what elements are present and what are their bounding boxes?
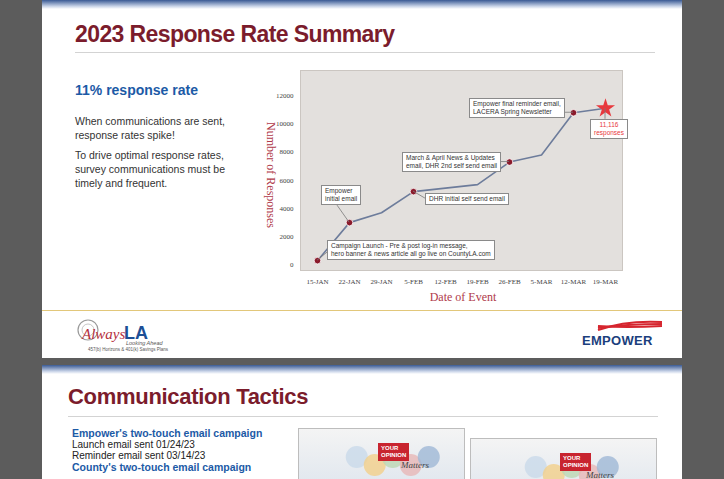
html-text:LACERA Spring Newsletter: LACERA Spring Newsletter <box>473 108 552 116</box>
svg-text:12-FEB: 12-FEB <box>434 278 457 286</box>
svg-text:5-FEB: 5-FEB <box>404 278 423 286</box>
html-text:Campaign Launch - Pre & post l: Campaign Launch - Pre & post log-in mess… <box>331 242 468 250</box>
svg-text:2000: 2000 <box>280 233 295 241</box>
svg-text:12-MAR: 12-MAR <box>561 278 587 286</box>
svg-text:15-JAN: 15-JAN <box>306 278 328 286</box>
html-text:Number of Responses: Number of Responses <box>263 122 278 228</box>
html-text:Date of Event: Date of Event <box>429 290 497 304</box>
html-text:11% response rate: 11% response rate <box>75 82 198 98</box>
svg-text:29-JAN: 29-JAN <box>370 278 392 286</box>
html-text:YOUR: YOUR <box>381 445 399 451</box>
html-text:DHR initial self send email: DHR initial self send email <box>429 195 505 203</box>
html-text:Empower final reminder email,: Empower final reminder email, <box>473 100 561 108</box>
html-text:County's two-touch email campa: County's two-touch email campaign <box>72 461 252 473</box>
html-text:Looking Ahead: Looking Ahead <box>126 340 163 346</box>
svg-text:26-FEB: 26-FEB <box>498 278 521 286</box>
html-text:OPINION: OPINION <box>381 452 407 458</box>
html-text:Communication Tactics: Communication Tactics <box>68 384 309 409</box>
html-text:Launch email sent 01/24/23: Launch email sent 01/24/23 <box>72 439 195 450</box>
html-text:Matters: Matters <box>586 470 614 479</box>
html-text:2023 Response Rate Summary: 2023 Response Rate Summary <box>75 21 395 47</box>
html-text:email, DHR 2nd self send email: email, DHR 2nd self send email <box>406 161 497 169</box>
html-text:11,116: 11,116 <box>599 120 619 128</box>
html-text:To drive optimal response rate: To drive optimal response rates, survey … <box>75 149 225 189</box>
html-text:initial email: initial email <box>325 195 358 203</box>
html-text:Reminder email sent 03/14/23: Reminder email sent 03/14/23 <box>72 450 206 461</box>
svg-text:22-JAN: 22-JAN <box>338 278 360 286</box>
svg-text:19-MAR: 19-MAR <box>593 278 619 286</box>
html-text:AlwaysLA: AlwaysLA <box>82 323 148 343</box>
svg-text:12000: 12000 <box>276 92 294 100</box>
html-text:EMPOWER: EMPOWER <box>582 333 653 348</box>
html-text:OPINION: OPINION <box>563 462 589 468</box>
html-text:hero banner & news article all: hero banner & news article all go live o… <box>331 250 491 258</box>
svg-text:5-MAR: 5-MAR <box>531 278 553 286</box>
svg-text:8000: 8000 <box>280 148 295 156</box>
html-text:YOUR: YOUR <box>563 455 581 461</box>
html-text:Empower's two-touch email camp: Empower's two-touch email campaign <box>72 427 263 439</box>
svg-text:4000: 4000 <box>280 205 295 213</box>
html-text:Matters: Matters <box>401 460 429 470</box>
html-text:Empower: Empower <box>325 187 353 195</box>
html-text:responses: responses <box>594 128 624 136</box>
html-text:March & April News & Updates: March & April News & Updates <box>406 153 495 161</box>
svg-text:0: 0 <box>290 261 294 269</box>
html-text:457(b) Horizons & 401(k) Savin: 457(b) Horizons & 401(k) Savings Plans <box>88 347 168 352</box>
html-text:When communications are sent,: When communications are sent, response r… <box>75 115 225 141</box>
svg-text:10000: 10000 <box>276 120 294 128</box>
svg-text:19-FEB: 19-FEB <box>466 278 489 286</box>
svg-text:6000: 6000 <box>280 177 295 185</box>
